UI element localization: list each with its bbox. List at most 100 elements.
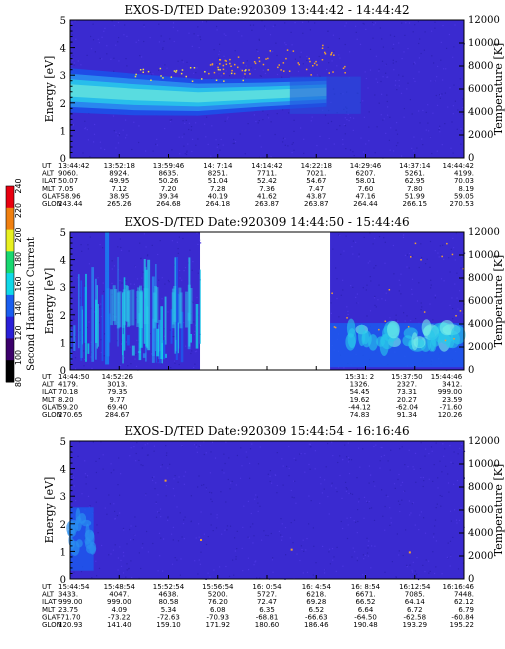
trace-dot (224, 59, 226, 62)
texture-dot (450, 248, 452, 250)
texture-dot (119, 512, 121, 514)
texture-dot (257, 463, 260, 465)
texture-dot (161, 277, 163, 279)
texture-dot (157, 362, 159, 364)
texture-dot (122, 527, 125, 530)
texture-dot (141, 277, 143, 279)
texture-dot (342, 527, 344, 530)
texture-dot (369, 474, 372, 476)
texture-dot (443, 68, 445, 70)
texture-dot (235, 484, 237, 486)
eph-cell: 13:52:18 (104, 162, 135, 170)
texture-dot (196, 67, 198, 69)
texture-dot (136, 278, 139, 280)
y-tick-label: 0 (60, 366, 66, 377)
texture-dot (343, 250, 345, 252)
texture-dot (325, 466, 327, 468)
texture-dot (335, 487, 337, 489)
texture-dot (243, 76, 245, 79)
eph-cell: 66.52 (355, 598, 375, 606)
texture-dot (365, 77, 367, 80)
texture-dot (303, 152, 305, 154)
texture-dot (345, 487, 347, 489)
texture-dot (217, 57, 220, 59)
texture-dot (422, 476, 424, 479)
y-tick-label: 3 (60, 492, 66, 503)
texture-dot (199, 444, 201, 446)
texture-dot (462, 106, 464, 109)
eph-cell: 4179. (58, 381, 78, 389)
texture-dot (316, 145, 318, 147)
texture-dot (459, 290, 461, 292)
ephemeris-table: UT 13:44:42 13:52:18 13:59:46 14: 7:14 14:14:… (42, 162, 474, 208)
texture-dot (425, 263, 427, 265)
texture-dot (181, 136, 183, 138)
texture-dot (211, 125, 213, 127)
eph-cell: 54.45 (350, 388, 370, 396)
colorbar-tick-label: 200 (14, 227, 23, 242)
eph-cell: -70.93 (207, 613, 230, 621)
trace-dot (312, 65, 314, 67)
trace-dot (139, 69, 142, 71)
texture-dot (73, 350, 75, 353)
texture-dot (328, 551, 330, 553)
texture-dot (222, 144, 224, 146)
spectral-streak (160, 306, 163, 359)
texture-dot (324, 114, 327, 116)
texture-dot (178, 363, 180, 366)
texture-dot (272, 25, 274, 27)
eph-cell: 6671. (355, 591, 375, 599)
texture-dot (111, 260, 113, 262)
y-tick-label: 4 (60, 256, 66, 267)
texture-dot (123, 555, 125, 557)
texture-dot (173, 360, 176, 362)
texture-dot (135, 319, 137, 321)
eph-cell: 284.67 (105, 411, 130, 419)
texture-dot (120, 365, 122, 367)
texture-dot (216, 63, 218, 66)
y2-tick-label: 8000 (468, 482, 493, 493)
texture-dot (185, 345, 187, 347)
texture-dot (377, 81, 379, 83)
texture-dot (134, 534, 136, 536)
texture-dot (439, 131, 441, 133)
texture-dot (167, 279, 169, 282)
ephemeris-table: UT 14:44:50 14:52:26 15:31: 2 15:37:50 15:44:… (42, 373, 463, 419)
texture-dot (404, 34, 406, 36)
texture-dot (409, 514, 411, 516)
texture-dot (247, 536, 249, 538)
texture-dot (94, 123, 96, 126)
eph-cell: 4.09 (112, 606, 128, 614)
texture-dot (82, 152, 84, 154)
texture-dot (149, 71, 152, 73)
texture-dot (126, 65, 128, 67)
texture-dot (369, 507, 371, 510)
texture-dot (259, 135, 261, 137)
colorbar-tick-label: 240 (14, 178, 23, 193)
texture-dot (72, 364, 74, 366)
y2-tick-label: 4000 (468, 528, 493, 539)
texture-dot (257, 122, 259, 124)
texture-dot (74, 20, 76, 22)
texture-dot (344, 125, 346, 127)
texture-dot (431, 152, 433, 155)
y-tick-label: 4 (60, 44, 66, 55)
texture-dot (352, 286, 354, 288)
texture-dot (130, 283, 132, 285)
texture-dot (118, 457, 120, 459)
eph-row-label: MLT (42, 396, 56, 404)
texture-dot (395, 145, 398, 147)
trace-dot (297, 62, 299, 64)
texture-dot (385, 63, 387, 65)
eph-cell: 171.92 (206, 621, 231, 629)
texture-dot (332, 34, 334, 36)
texture-dot (183, 483, 185, 485)
trace-dot (164, 479, 167, 482)
eph-cell: 59.20 (58, 403, 78, 411)
texture-dot (179, 277, 181, 279)
texture-dot (197, 26, 199, 28)
texture-dot (262, 119, 264, 121)
texture-dot (140, 567, 142, 570)
texture-dot (365, 143, 367, 145)
eph-row-label: GLAT (42, 403, 61, 411)
